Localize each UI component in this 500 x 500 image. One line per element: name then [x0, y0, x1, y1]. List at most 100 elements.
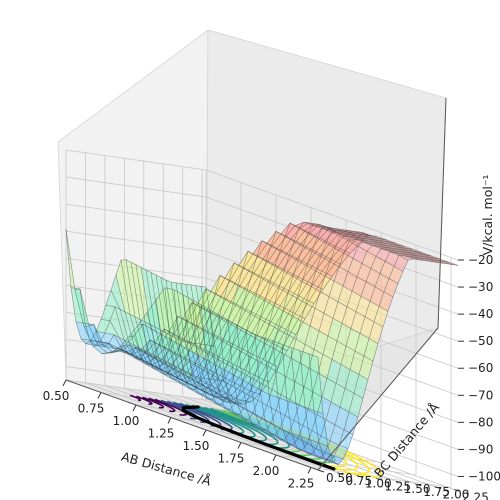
y-tick-mark [395, 480, 402, 484]
z-tick-label: −70 [468, 388, 493, 402]
x-tick-label: 1.50 [183, 439, 210, 453]
z-tick-label: −30 [468, 280, 493, 294]
x-tick-mark [237, 442, 242, 449]
z-tick-label: −100 [468, 469, 500, 483]
y-tick-mark [337, 472, 344, 476]
x-tick-label: 1.75 [218, 452, 245, 466]
surface-patch [291, 347, 305, 408]
x-tick-label: 0.75 [78, 402, 105, 416]
y-tick-mark [453, 488, 461, 492]
surface-patch [309, 353, 323, 414]
x-tick-mark [272, 454, 277, 462]
surface-patch [156, 287, 170, 340]
contour-line [204, 406, 279, 446]
x-axis-label: AB Distance /Å [120, 449, 213, 489]
surface-patch [260, 389, 274, 426]
z-tick-label: −50 [468, 334, 493, 348]
y-tick-label: 0.50 [326, 471, 353, 485]
surface-patch [121, 259, 135, 317]
z-gridline [65, 149, 459, 261]
surface-patch [93, 345, 107, 354]
y-axis-line [317, 327, 439, 471]
surface-patch [131, 262, 145, 323]
wire-line [80, 338, 334, 462]
surface-patch [301, 436, 315, 455]
x-tick-label: 0.50 [43, 389, 70, 403]
contour-line [191, 404, 256, 438]
wire-line [170, 225, 424, 393]
z-axis-label: V/kcal. mol⁻¹ [480, 175, 495, 256]
contour-line [136, 395, 153, 405]
y-tick-label: 1.75 [423, 485, 450, 499]
x-tick-label: 1.00 [113, 414, 140, 428]
y-tick-label: 2.00 [443, 488, 470, 500]
surface-patch [237, 325, 251, 385]
wire-line [195, 231, 449, 404]
y-tick-mark [434, 486, 441, 490]
z-tick-label: −40 [468, 307, 493, 321]
wire-line [175, 228, 429, 396]
surface-patch [136, 264, 150, 325]
y-tick-mark [376, 477, 383, 481]
surface-patch [292, 433, 306, 452]
surface-patch [283, 430, 297, 449]
x-tick-label: 2.00 [253, 464, 280, 478]
surface-patch [143, 324, 157, 360]
z-tick-label: −80 [468, 415, 493, 429]
y-tick-label: 1.00 [365, 477, 392, 491]
surface-patch [255, 334, 269, 395]
surface-patch [129, 324, 143, 337]
x-tick-label: 2.25 [288, 477, 315, 491]
z-tick-label: −20 [468, 253, 493, 267]
surface-patch [306, 451, 320, 458]
surface-patch [110, 306, 124, 340]
surface-patch [126, 259, 140, 320]
contour-line [197, 405, 268, 442]
y-tick-label: 1.25 [384, 479, 411, 493]
x-tick-mark [167, 417, 172, 424]
surface-patch [201, 304, 215, 365]
y-tick-label: 1.50 [404, 482, 431, 496]
surface-patch [314, 410, 328, 447]
surface-patch [152, 329, 166, 365]
contour-line [148, 397, 176, 413]
wire-line [65, 229, 319, 358]
surface-patch [111, 274, 125, 312]
surface-patch [315, 454, 329, 462]
surface-patch [269, 394, 283, 431]
surface-patch [147, 299, 161, 335]
y-gridline [85, 382, 338, 474]
surface-patch [324, 458, 338, 465]
surface-patch [76, 321, 90, 341]
x-tick-label: 1.25 [148, 427, 175, 441]
surface-patch [282, 344, 296, 405]
x-tick-mark [307, 467, 312, 474]
surface-patch [183, 294, 197, 355]
surface-patch [296, 404, 310, 440]
surface-patch [246, 330, 260, 390]
x-tick-mark [62, 379, 67, 387]
z-axis-line [437, 97, 447, 329]
surface-patch [305, 407, 319, 443]
surface-patch [399, 255, 413, 261]
surface-patch [165, 287, 179, 345]
surface-patch [115, 306, 129, 343]
x-tick-mark [202, 429, 207, 437]
surface-patch [206, 359, 220, 396]
y-tick-label: 0.75 [345, 474, 372, 488]
wire-line [190, 230, 444, 403]
wire-line [70, 287, 324, 414]
wire-line [180, 229, 434, 399]
surface-patch [89, 324, 103, 346]
x-tick-mark [97, 392, 102, 399]
surface-patch [75, 288, 89, 327]
contour-line [129, 394, 142, 402]
surface-patch [101, 305, 115, 321]
z-tick-label: −60 [468, 361, 493, 375]
wire-line [165, 223, 419, 391]
surface-patch [125, 335, 139, 350]
wire-line [200, 232, 454, 405]
wire-line [205, 234, 459, 405]
y-tick-label: 2.25 [462, 490, 489, 500]
